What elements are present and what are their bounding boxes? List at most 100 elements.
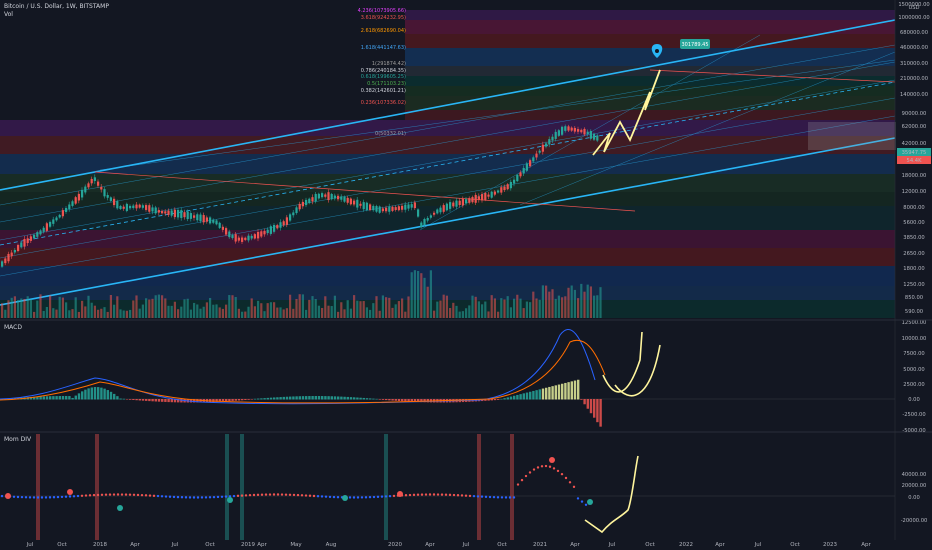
mom-div-pane — [0, 434, 895, 540]
volume-bar — [87, 295, 90, 318]
price-tick: 18000.00 — [902, 173, 927, 179]
volume-bar — [180, 306, 183, 318]
volume-bar — [81, 300, 84, 318]
candle-body — [458, 200, 461, 206]
macd-histogram-bar — [301, 396, 305, 400]
candle-body — [554, 131, 557, 139]
candle-body — [394, 207, 397, 210]
candle-body — [423, 218, 426, 226]
time-tick: Oct — [57, 542, 67, 548]
candle-body — [506, 184, 509, 190]
candle-body — [138, 204, 141, 208]
macd-histogram-bar — [404, 399, 407, 402]
volume-bar — [199, 308, 202, 318]
macd-histogram-bar — [385, 399, 388, 401]
momentum-dot — [336, 496, 340, 499]
macd-histogram-bar — [497, 399, 500, 400]
momentum-dot — [536, 466, 540, 469]
volume-bar — [557, 295, 560, 318]
volume-bar — [58, 296, 61, 318]
volume-bar — [285, 308, 288, 318]
momentum-dot — [28, 496, 32, 499]
momentum-dot — [412, 493, 416, 497]
macd-histogram-bar — [506, 397, 509, 400]
mom-tick: 20000.00 — [902, 483, 927, 489]
momentum-dot — [36, 496, 40, 499]
mom-projection — [584, 455, 639, 534]
volume-bar — [490, 295, 493, 318]
candle-body — [218, 222, 221, 228]
momentum-dot — [152, 494, 156, 498]
candle-body — [455, 200, 458, 207]
candle-body — [452, 202, 455, 207]
macd-histogram-bar — [554, 385, 557, 400]
macd-histogram-bar — [330, 396, 333, 400]
volume-bar — [33, 311, 36, 318]
candle-body — [266, 229, 269, 234]
macd-histogram-bar — [388, 399, 391, 401]
time-tick: Jul — [171, 542, 179, 548]
time-tick: Oct — [790, 542, 800, 548]
candle-body — [87, 183, 90, 188]
momentum-dot — [12, 495, 16, 498]
volume-bar — [202, 306, 205, 318]
divergence-marker — [384, 434, 388, 540]
candle-body — [49, 221, 52, 227]
macd-histogram-bar — [503, 398, 506, 400]
volume-bar — [327, 305, 330, 318]
macd-histogram-bar — [356, 397, 359, 400]
candle-body — [410, 204, 413, 208]
momentum-dot — [568, 481, 572, 484]
volume-bar — [433, 310, 436, 318]
time-tick: 2020 — [388, 542, 402, 548]
candle-body — [583, 128, 586, 135]
fib-level-label: 1(291874.42) — [372, 61, 406, 67]
volume-bar — [93, 305, 96, 318]
momentum-dot — [112, 493, 116, 496]
momentum-dot — [168, 495, 172, 498]
price-tick: 1000000.00 — [898, 15, 929, 21]
momentum-dot — [116, 493, 120, 496]
candle-body — [132, 205, 135, 208]
macd-tick: 5000.00 — [903, 367, 924, 373]
momentum-dot — [300, 494, 304, 497]
candle-body — [561, 126, 564, 135]
momentum-dot — [216, 495, 220, 499]
candle-body — [225, 228, 228, 235]
macd-histogram-bar — [52, 396, 55, 400]
macd-histogram-bar — [122, 398, 125, 400]
volume-bar — [269, 302, 272, 318]
momentum-dot — [484, 495, 488, 499]
time-tick: 2023 — [823, 542, 837, 548]
candle-body — [234, 234, 237, 242]
momentum-dot — [512, 496, 516, 499]
target-callout[interactable] — [680, 39, 710, 49]
volume-bar — [586, 284, 589, 318]
momentum-dot — [288, 493, 292, 496]
macd-histogram-bar — [378, 399, 381, 400]
candle-body — [151, 207, 154, 212]
volume-bar — [164, 298, 167, 318]
volume-bar — [257, 300, 260, 318]
macd-histogram-bar — [321, 396, 324, 400]
macd-histogram-bar — [189, 399, 193, 403]
volume-bar — [193, 302, 196, 318]
candle-body — [61, 210, 64, 217]
momentum-dot — [352, 496, 356, 499]
momentum-dot — [460, 494, 464, 497]
volume-bar — [177, 309, 180, 318]
candle-body — [493, 191, 496, 195]
macd-histogram-bar — [164, 399, 167, 402]
momentum-dot — [56, 495, 60, 499]
macd-histogram-bar — [282, 396, 285, 400]
macd-histogram-bar — [154, 399, 157, 402]
volume-bar — [116, 296, 119, 318]
pivot-dot — [342, 495, 348, 501]
last-price-badge — [897, 148, 931, 156]
candle-body — [13, 249, 16, 253]
macd-histogram-bar — [545, 387, 548, 400]
candle-body — [119, 205, 122, 209]
candle-body — [65, 208, 68, 212]
candle-body — [157, 210, 160, 213]
